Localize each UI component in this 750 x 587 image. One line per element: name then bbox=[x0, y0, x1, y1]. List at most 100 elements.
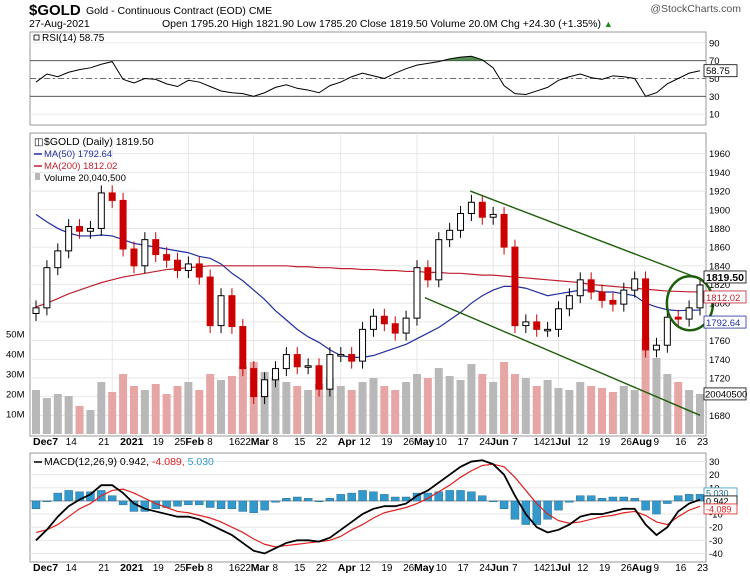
volume-bar bbox=[162, 394, 171, 434]
price-candle-body bbox=[587, 279, 595, 293]
x-tick-label: 16 bbox=[675, 563, 687, 574]
macd-legend-label: MACD(12,26,9) 0.942, -4.089, 5.030 bbox=[44, 456, 214, 468]
price-candle-body bbox=[435, 239, 443, 281]
x-tick-label: 8 bbox=[207, 437, 213, 448]
x-tick-label: 10 bbox=[436, 563, 448, 574]
volume-bar bbox=[510, 374, 519, 434]
trend-annotations bbox=[424, 190, 715, 416]
price-candle-body bbox=[609, 299, 617, 305]
volume-last-value-label: 20040500 bbox=[705, 389, 747, 400]
macd-histogram-bar bbox=[271, 500, 280, 503]
price-candle-body bbox=[239, 326, 247, 370]
price-candle-body bbox=[315, 365, 323, 390]
price-candle-body bbox=[32, 307, 40, 314]
price-tick-label: 1740 bbox=[709, 355, 730, 366]
x-tick-label: 19 bbox=[599, 437, 611, 448]
chart-date: 27-Aug-2021 bbox=[29, 18, 90, 30]
rsi-tick-label: 90 bbox=[709, 38, 720, 49]
x-tick-label: 16 bbox=[229, 563, 241, 574]
volume-bar bbox=[151, 384, 160, 434]
macd-lines bbox=[31, 459, 705, 555]
volume-last-value-box bbox=[703, 387, 747, 401]
volume-bar bbox=[608, 392, 617, 434]
macd-histogram-bar bbox=[684, 494, 694, 502]
macd-histogram-bar bbox=[445, 490, 454, 502]
macd-histogram-bar bbox=[597, 498, 607, 502]
volume-legend-swatch bbox=[35, 173, 40, 180]
macd-signal-line bbox=[35, 463, 701, 548]
macd-histogram-bar bbox=[64, 490, 73, 502]
price-candle-body bbox=[642, 278, 650, 351]
macd-histogram-bar bbox=[576, 495, 585, 502]
x-tick-label: 24 bbox=[479, 563, 491, 574]
rsi-line bbox=[35, 55, 701, 97]
price-candle-body bbox=[337, 354, 345, 357]
x-tick-label: 22 bbox=[240, 563, 252, 574]
price-candle-body bbox=[43, 267, 51, 309]
price-candle-body bbox=[369, 315, 377, 330]
volume-bar bbox=[64, 396, 73, 434]
chart-description: Gold - Continuous Contract (EOD) CME bbox=[86, 5, 272, 17]
price-tick-label: 1800 bbox=[709, 299, 730, 310]
macd-histogram-bar bbox=[195, 500, 204, 506]
macd-legend-title: MACD(12,26,9) bbox=[44, 456, 117, 468]
price-candle-body bbox=[674, 316, 682, 320]
macd-histogram-bar bbox=[619, 496, 629, 502]
price-candle-body bbox=[141, 239, 149, 267]
volume-bar bbox=[565, 390, 574, 434]
volume-bar bbox=[195, 390, 204, 434]
price-candle-body bbox=[522, 321, 530, 327]
volume-bar bbox=[86, 410, 95, 434]
price-candle-body bbox=[511, 246, 519, 327]
volume-bar bbox=[402, 382, 411, 434]
price-candle-body bbox=[467, 201, 475, 214]
x-tick-label: 17 bbox=[458, 437, 470, 448]
x-tick-label: 19 bbox=[599, 563, 611, 574]
x-tick-label: Mar bbox=[251, 436, 270, 448]
volume-bar bbox=[217, 380, 226, 434]
price-candle-body bbox=[544, 328, 552, 332]
x-tick-label: 8 bbox=[207, 563, 213, 574]
price-candle-body bbox=[293, 354, 301, 368]
macd-legend: MACD(12,26,9) 0.942, -4.089, 5.030 bbox=[34, 456, 214, 468]
volume-bar bbox=[304, 390, 313, 434]
macd-histogram-bar bbox=[107, 495, 117, 502]
price-candle-body bbox=[533, 321, 541, 330]
macd-tick-label: 30 bbox=[709, 457, 720, 468]
price-legend-label: $GOLD (Daily) 1819.50 bbox=[44, 136, 154, 148]
volume-tick-label: 30M bbox=[6, 370, 25, 381]
macd-histogram-bar bbox=[216, 500, 226, 510]
x-tick-label: Feb bbox=[185, 562, 204, 574]
rsi-legend-label: RSI(14) 58.75 bbox=[42, 33, 105, 44]
ma50-legend-label: MA(50) 1792.64 bbox=[44, 149, 112, 160]
price-candle-body bbox=[576, 279, 584, 297]
stockcharts-watermark: @StockCharts.com bbox=[650, 3, 741, 15]
macd-histogram-bar bbox=[543, 500, 552, 520]
price-candle-body bbox=[457, 212, 465, 231]
price-candle-body bbox=[620, 289, 628, 305]
x-tick-label: 14 bbox=[534, 563, 546, 574]
macd-tick-label: -30 bbox=[709, 536, 723, 547]
macd-histogram-bar bbox=[499, 500, 509, 510]
x-tick-label: Aug bbox=[632, 436, 652, 448]
x-tick-label: 21 bbox=[545, 437, 557, 448]
x-tick-label: Apr bbox=[338, 562, 356, 574]
volume-bar bbox=[696, 393, 704, 434]
x-tick-label: 26 bbox=[403, 563, 415, 574]
volume-bar bbox=[184, 382, 193, 434]
volume-bar bbox=[587, 386, 596, 434]
price-tick-label: 1820 bbox=[709, 280, 730, 291]
price-candle-body bbox=[184, 263, 192, 271]
volume-bar bbox=[598, 388, 607, 434]
macd-histogram-bar bbox=[630, 498, 639, 502]
price-candle-body bbox=[217, 295, 225, 327]
price-tick-label: 1760 bbox=[709, 336, 730, 347]
x-tick-label: 19 bbox=[153, 563, 165, 574]
price-candle-body bbox=[152, 239, 160, 256]
channel-lower-line bbox=[424, 296, 701, 416]
volume-tick-label: 50M bbox=[6, 330, 25, 341]
x-tick-label: 9 bbox=[653, 437, 659, 448]
rsi-lines bbox=[35, 55, 701, 97]
price-candle-body bbox=[598, 291, 606, 301]
volume-bar bbox=[119, 374, 128, 434]
